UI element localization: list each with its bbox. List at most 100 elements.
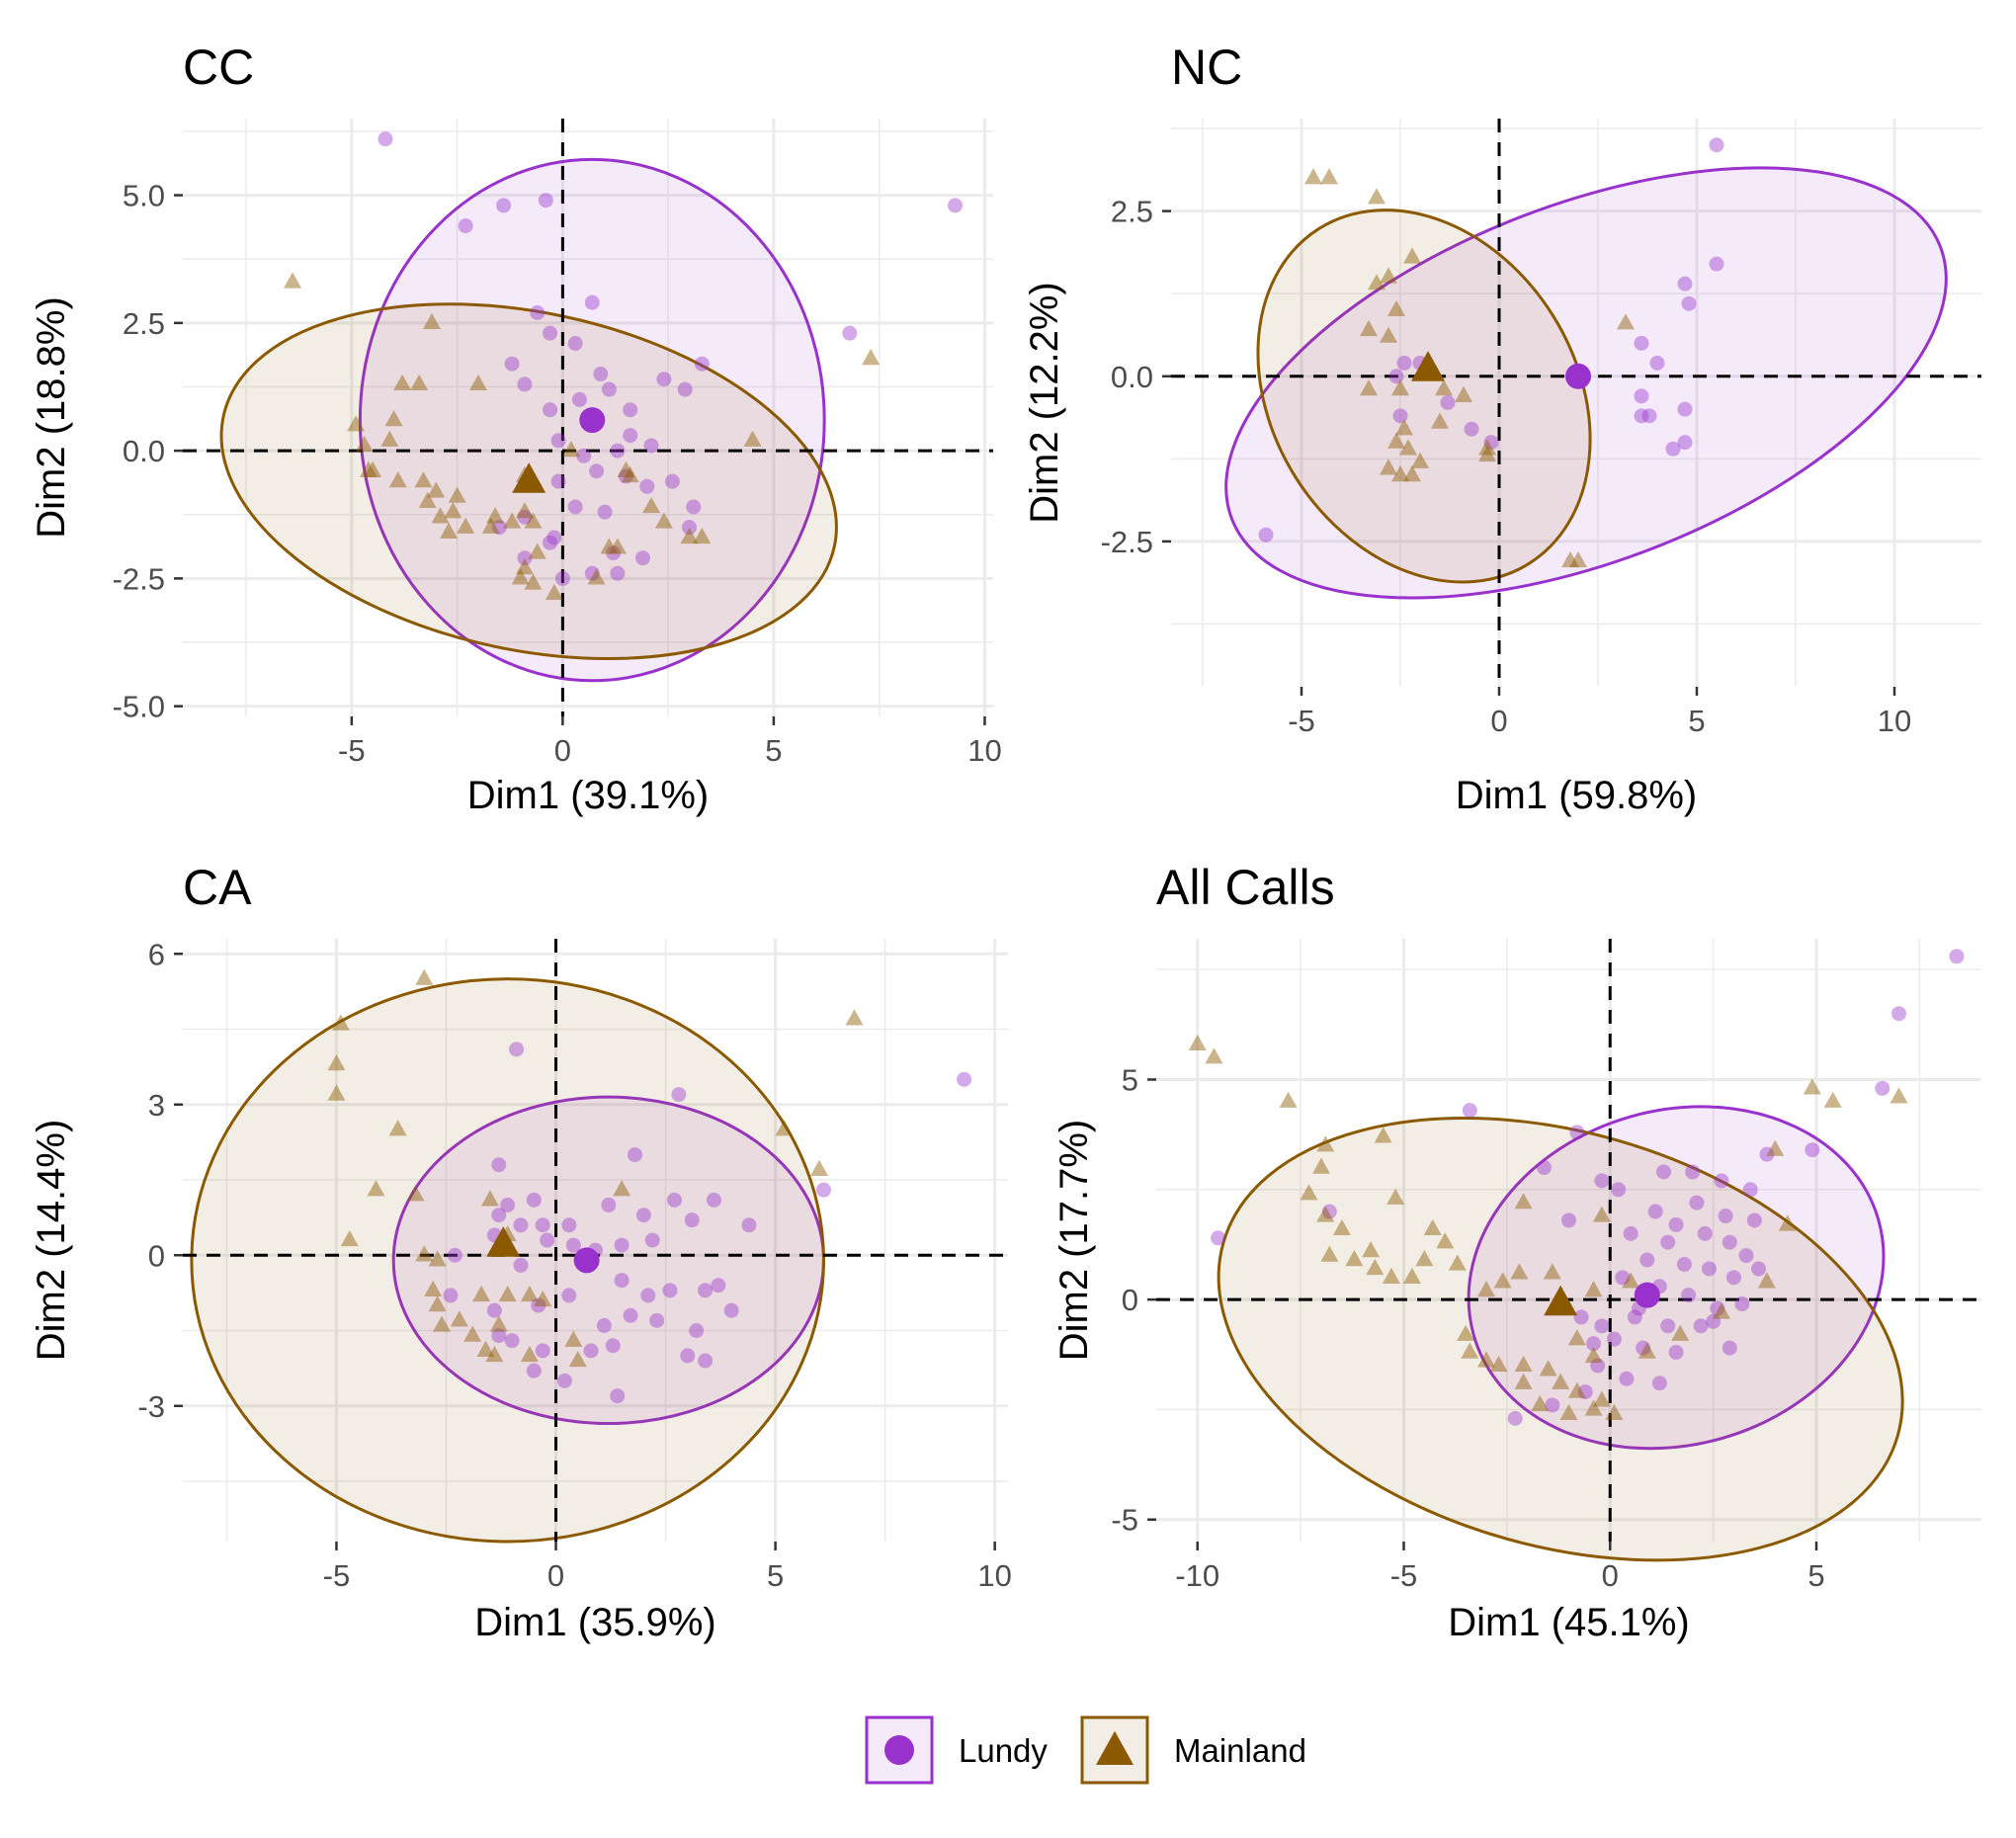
point-lundy — [606, 545, 622, 561]
point-lundy — [1709, 256, 1724, 272]
point-mainland — [654, 512, 673, 529]
point-mainland — [1638, 1342, 1656, 1359]
centroid-mainland — [1544, 1285, 1578, 1316]
point-lundy — [614, 1237, 630, 1253]
point-lundy — [1647, 1204, 1663, 1219]
point-mainland — [1478, 445, 1496, 462]
x-tick-label: 5 — [767, 1558, 784, 1593]
point-lundy — [643, 438, 659, 454]
point-lundy — [1615, 1270, 1631, 1286]
series-mainland-points — [1304, 168, 1635, 568]
point-mainland — [331, 1014, 350, 1031]
point-mainland — [1584, 1399, 1603, 1416]
point-lundy — [565, 1237, 581, 1253]
point-mainland — [463, 1325, 482, 1342]
point-mainland — [1559, 1403, 1578, 1421]
point-lundy — [684, 1212, 700, 1228]
point-lundy — [1634, 335, 1649, 351]
point-lundy — [1606, 1331, 1622, 1347]
y-tick-label: -5.0 — [113, 690, 165, 724]
point-mainland — [481, 517, 500, 534]
series-mainland-points — [1188, 1034, 1908, 1421]
point-lundy — [689, 1323, 705, 1338]
panel-ca: -5 0 5 10 -3 0 3 6 CA Dim1 (35.9%) Dim2 (14.4%) — [30, 860, 1012, 1644]
point-lundy — [1681, 295, 1697, 311]
point-mainland — [1423, 1218, 1442, 1236]
legend-label-lundy: Lundy — [959, 1732, 1048, 1769]
point-lundy — [589, 463, 605, 479]
point-mainland — [1366, 1258, 1385, 1276]
point-mainland — [1387, 432, 1405, 449]
point-mainland — [1461, 1342, 1479, 1359]
x-tick-label: 10 — [977, 1558, 1011, 1593]
point-mainland — [1316, 1206, 1335, 1222]
point-mainland — [431, 507, 450, 524]
point-mainland — [327, 1054, 346, 1071]
point-lundy — [1660, 1318, 1676, 1334]
x-tick-label: 10 — [967, 733, 1001, 768]
point-mainland — [1320, 1245, 1339, 1262]
point-mainland — [1332, 1218, 1351, 1236]
point-mainland — [1435, 379, 1453, 396]
point-mainland — [433, 1315, 452, 1332]
point-mainland — [1380, 326, 1397, 343]
panel-title: CA — [183, 860, 252, 915]
point-lundy — [491, 1157, 507, 1173]
point-lundy — [1677, 276, 1693, 292]
point-mainland — [450, 1310, 468, 1327]
point-mainland — [1514, 1193, 1533, 1210]
point-lundy — [698, 1283, 714, 1298]
centroid-lundy — [1565, 363, 1591, 389]
point-lundy — [1211, 1230, 1226, 1246]
grid-ca — [183, 939, 1008, 1542]
point-lundy — [567, 336, 583, 352]
point-mainland — [428, 1295, 447, 1312]
point-lundy — [610, 443, 626, 459]
point-lundy — [623, 428, 638, 444]
point-lundy — [614, 1273, 630, 1289]
point-mainland — [617, 460, 635, 477]
point-mainland — [1757, 1272, 1776, 1289]
x-tick-label: -5 — [338, 733, 366, 768]
point-mainland — [1368, 188, 1386, 205]
point-mainland — [1567, 1329, 1586, 1346]
point-mainland — [1778, 1214, 1797, 1231]
point-mainland — [427, 481, 446, 498]
point-lundy — [1462, 1103, 1477, 1119]
point-lundy — [531, 1297, 546, 1313]
point-lundy — [543, 325, 558, 341]
point-lundy — [538, 193, 553, 209]
point-mainland — [534, 1290, 552, 1307]
point-mainland — [1391, 379, 1409, 396]
x-tick-label: 5 — [1807, 1558, 1824, 1593]
point-lundy — [656, 372, 672, 387]
point-lundy — [1697, 1225, 1713, 1241]
point-lundy — [610, 565, 626, 581]
point-lundy — [694, 356, 710, 372]
legend-label-mainland: Mainland — [1174, 1732, 1306, 1769]
point-lundy — [605, 1338, 621, 1354]
point-lundy — [1668, 1345, 1684, 1361]
y-tick-label: 0.0 — [1111, 360, 1153, 394]
point-lundy — [1594, 1173, 1610, 1189]
point-mainland — [1380, 459, 1397, 475]
point-lundy — [610, 1388, 626, 1404]
point-lundy — [584, 294, 600, 310]
point-lundy — [1805, 1142, 1820, 1158]
point-mainland — [1403, 465, 1421, 482]
point-lundy — [741, 1217, 757, 1233]
point-lundy — [513, 1257, 529, 1273]
point-lundy — [517, 550, 533, 566]
point-mainland — [410, 374, 429, 391]
point-mainland — [364, 460, 382, 477]
legend: Lundy Mainland — [865, 1715, 1306, 1785]
point-mainland — [472, 1285, 491, 1302]
point-lundy — [723, 1302, 739, 1318]
point-lundy — [1396, 355, 1412, 371]
panel-nc: -5 0 5 10 -2.5 0.0 2.5 NC Dim1 (59.8%) Dim2 (12.2… — [1023, 40, 1981, 817]
point-mainland — [1360, 319, 1378, 337]
point-mainland — [424, 1280, 443, 1296]
x-tick-label: 0 — [1602, 1558, 1619, 1593]
point-mainland — [284, 272, 302, 289]
